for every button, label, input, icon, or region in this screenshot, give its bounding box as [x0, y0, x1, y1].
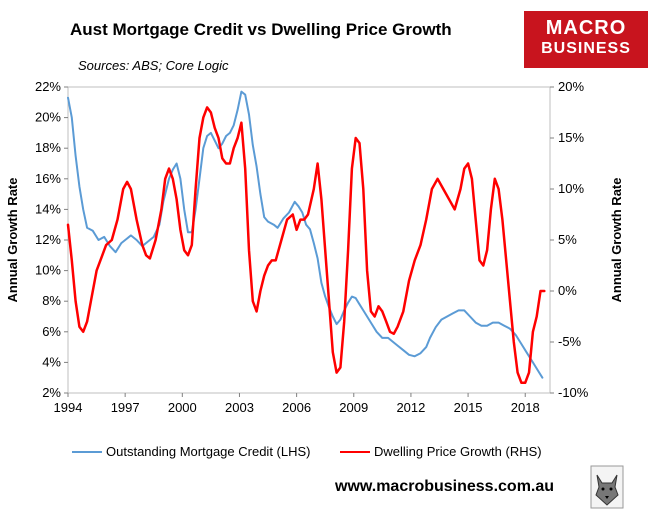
x-tick-label: 2015: [454, 400, 483, 415]
x-tick-label: 2000: [168, 400, 197, 415]
right-tick-label: 5%: [558, 232, 577, 247]
legend-swatch-dwelling-price: [340, 450, 370, 453]
left-axis-title: Annual Growth Rate: [5, 178, 20, 303]
right-tick-label: -5%: [558, 334, 582, 349]
left-tick-label: 20%: [35, 110, 61, 125]
left-tick-label: 10%: [35, 263, 61, 278]
left-tick-label: 2%: [42, 385, 61, 400]
x-tick-label: 2018: [511, 400, 540, 415]
right-axis-title: Annual Growth Rate: [609, 178, 624, 303]
macrobusiness-logo: MACRO BUSINESS: [524, 11, 648, 68]
line-chart: 2% 4% 6% 8% 10% 12% 14% 16% 18% 20% 22% -10% -5% 0% 5…: [5, 79, 624, 415]
left-tick-label: 12%: [35, 232, 61, 247]
x-tick-label: 2012: [396, 400, 425, 415]
left-tick-label: 18%: [35, 140, 61, 155]
x-tick-label: 2006: [282, 400, 311, 415]
logo-line-2: BUSINESS: [541, 40, 631, 57]
wolf-logo-icon: [590, 465, 624, 509]
series-line-dwelling-price: [66, 106, 546, 385]
chart-title: Aust Mortgage Credit vs Dwelling Price G…: [70, 20, 452, 39]
right-tick-label: 10%: [558, 181, 584, 196]
left-tick-label: 4%: [42, 354, 61, 369]
legend-item-dwelling-price: Dwelling Price Growth (RHS): [340, 444, 542, 459]
x-tick-label: 1997: [111, 400, 140, 415]
x-tick-label: 1994: [54, 400, 83, 415]
x-tick-label: 2009: [339, 400, 368, 415]
footer-url[interactable]: www.macrobusiness.com.au: [335, 478, 555, 495]
right-tick-label: 15%: [558, 130, 584, 145]
logo-line-1: MACRO: [545, 17, 627, 39]
right-tick-label: -10%: [558, 385, 589, 400]
left-tick-label: 8%: [42, 293, 61, 308]
left-tick-label: 16%: [35, 171, 61, 186]
left-tick-label: 22%: [35, 79, 61, 94]
legend-label-dwelling-price: Dwelling Price Growth (RHS): [374, 444, 542, 459]
chart-sources: Sources: ABS; Core Logic: [78, 58, 229, 73]
legend-swatch-mortgage-credit: [72, 450, 102, 453]
legend-label-mortgage-credit: Outstanding Mortgage Credit (LHS): [106, 444, 311, 459]
chart-legend: Outstanding Mortgage Credit (LHS) Dwelli…: [0, 444, 665, 464]
legend-item-mortgage-credit: Outstanding Mortgage Credit (LHS): [72, 444, 310, 459]
right-tick-label: 0%: [558, 283, 577, 298]
x-tick-label: 2003: [225, 400, 254, 415]
left-tick-label: 6%: [42, 324, 61, 339]
series-line-mortgage-credit: [67, 90, 544, 379]
left-tick-label: 14%: [35, 201, 61, 216]
right-tick-label: 20%: [558, 79, 584, 94]
